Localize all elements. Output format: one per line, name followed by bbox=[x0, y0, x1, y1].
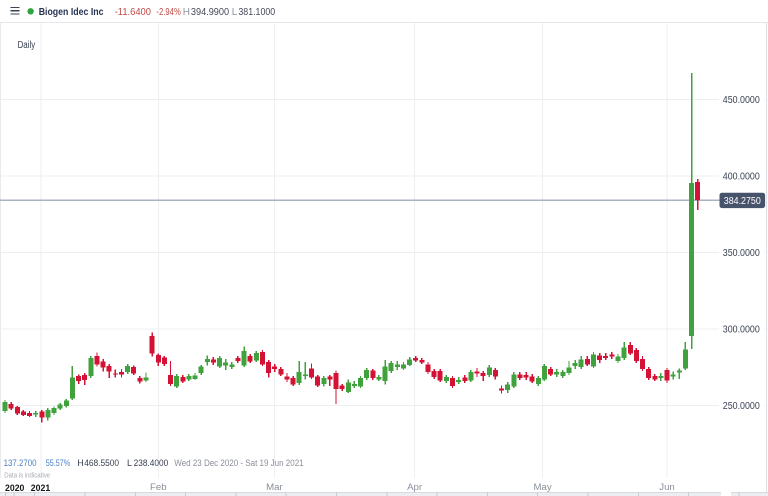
svg-text:350.0000: 350.0000 bbox=[723, 248, 760, 259]
svg-text:400.0000: 400.0000 bbox=[723, 172, 760, 183]
svg-text:137.2700: 137.2700 bbox=[4, 458, 37, 468]
svg-text:300.0000: 300.0000 bbox=[723, 325, 760, 336]
svg-text:-2.94%: -2.94% bbox=[156, 7, 180, 18]
svg-text:May: May bbox=[534, 482, 552, 493]
svg-text:Mar: Mar bbox=[266, 482, 283, 493]
svg-text:Feb: Feb bbox=[150, 482, 167, 493]
svg-text:450.0000: 450.0000 bbox=[723, 95, 760, 106]
svg-text:468.5500: 468.5500 bbox=[84, 458, 119, 468]
svg-text:Jun: Jun bbox=[659, 482, 674, 493]
svg-text:Biogen Idec Inc: Biogen Idec Inc bbox=[39, 7, 104, 18]
svg-text:2021: 2021 bbox=[31, 483, 50, 493]
svg-text:-11.6400: -11.6400 bbox=[115, 7, 152, 18]
svg-text:H: H bbox=[77, 458, 84, 468]
svg-text:Daily: Daily bbox=[18, 40, 36, 51]
svg-text:394.9900: 394.9900 bbox=[191, 7, 230, 18]
svg-text:H: H bbox=[183, 7, 190, 18]
svg-text:L: L bbox=[127, 458, 132, 468]
svg-text:55.57%: 55.57% bbox=[46, 458, 70, 468]
svg-text:L: L bbox=[232, 7, 238, 18]
svg-text:Apr: Apr bbox=[407, 482, 423, 493]
svg-text:2020: 2020 bbox=[5, 483, 24, 493]
svg-text:381.1000: 381.1000 bbox=[238, 7, 275, 18]
svg-text:238.4000: 238.4000 bbox=[134, 458, 169, 468]
svg-text:384.2750: 384.2750 bbox=[724, 196, 761, 207]
svg-text:250.0000: 250.0000 bbox=[723, 401, 760, 412]
svg-text:Data is indicative: Data is indicative bbox=[4, 472, 50, 479]
svg-text:Wed 23 Dec 2020 - Sat 19 Jun 2: Wed 23 Dec 2020 - Sat 19 Jun 2021 bbox=[174, 458, 303, 468]
